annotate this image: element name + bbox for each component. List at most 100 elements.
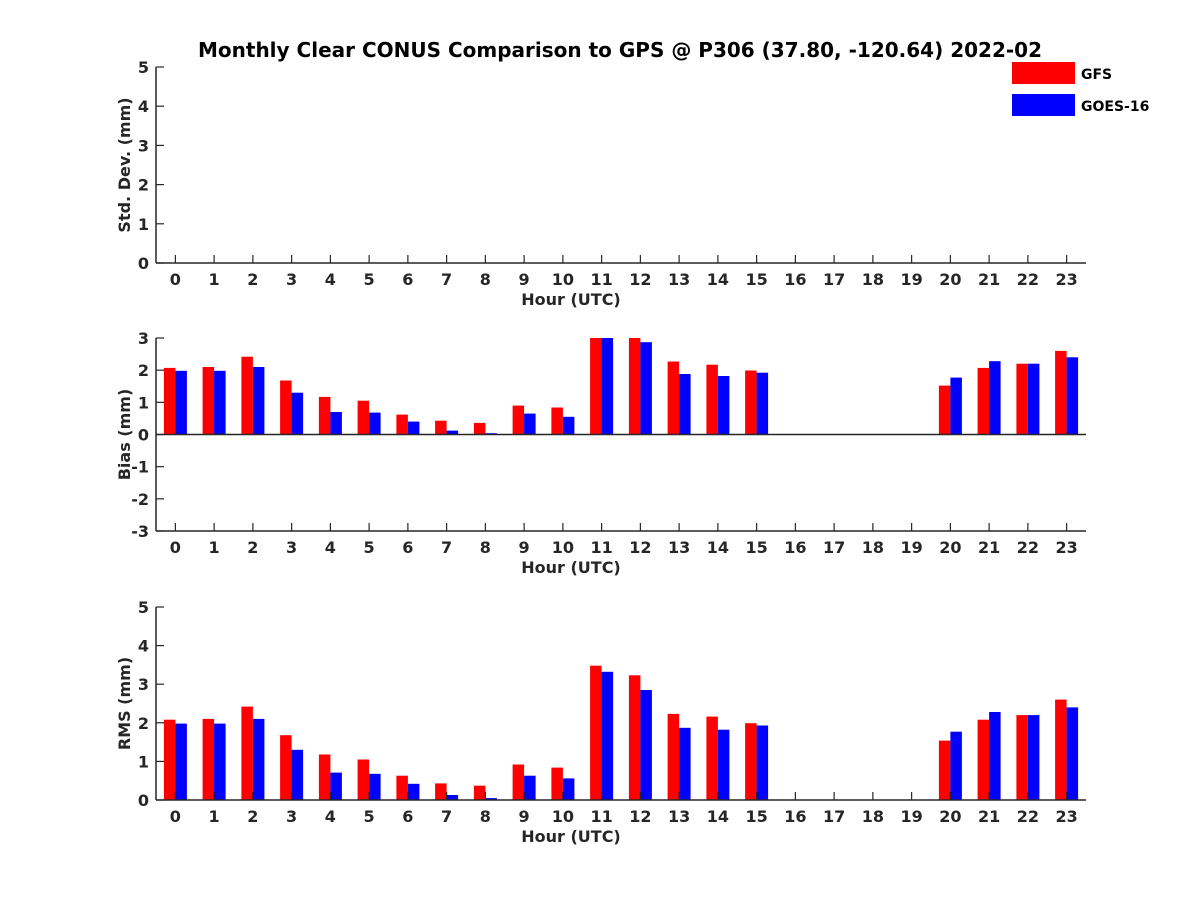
rms-bar-goes16-14 xyxy=(717,729,730,800)
bias-bar-goes16-20 xyxy=(950,377,962,435)
rms-bar-goes16-8 xyxy=(485,798,497,800)
rms-bar-gfs-10 xyxy=(551,767,563,800)
stddev-xtick-label: 4 xyxy=(325,270,336,289)
bias-xtick-label: 23 xyxy=(1055,538,1077,557)
rms-bar-goes16-0 xyxy=(175,723,187,800)
bias-xtick-label: 7 xyxy=(441,538,452,557)
rms-bar-goes16-15 xyxy=(756,725,769,800)
bias-bar-gfs-2 xyxy=(241,356,253,435)
rms-ytick-label: 4 xyxy=(138,637,149,656)
rms-bar-gfs-4 xyxy=(318,754,331,800)
stddev-ytick-label: 5 xyxy=(138,58,149,77)
stddev-xtick-label: 14 xyxy=(707,270,729,289)
stddev-ytick-label: 4 xyxy=(138,97,149,116)
rms-xtick-label: 7 xyxy=(441,807,452,826)
bias-bar-gfs-10 xyxy=(551,407,563,435)
stddev-xtick-label: 22 xyxy=(1017,270,1039,289)
bias-bar-gfs-0 xyxy=(163,367,176,435)
bias-bar-goes16-2 xyxy=(252,367,265,435)
stddev-ytick-label: 1 xyxy=(138,215,149,234)
rms-bar-goes16-4 xyxy=(330,772,342,800)
rms-bar-gfs-3 xyxy=(280,735,292,800)
rms-bar-gfs-21 xyxy=(977,719,990,800)
stddev-xtick-label: 17 xyxy=(823,270,845,289)
rms-xtick-label: 3 xyxy=(286,807,297,826)
bias-xtick-label: 19 xyxy=(900,538,922,557)
bias-ytick-label: 1 xyxy=(138,393,149,412)
rms-xtick-label: 1 xyxy=(209,807,220,826)
bias-bar-goes16-13 xyxy=(679,374,691,435)
bias-ytick-label: 0 xyxy=(138,426,149,445)
rms-xtick-label: 5 xyxy=(364,807,375,826)
rms-bar-goes16-12 xyxy=(640,690,652,800)
stddev-xtick-label: 19 xyxy=(900,270,922,289)
bias-xtick-label: 16 xyxy=(784,538,806,557)
stddev-xtick-label: 7 xyxy=(441,270,452,289)
bias-xtick-label: 11 xyxy=(590,538,612,557)
bias-bar-gfs-13 xyxy=(667,361,680,435)
rms-bar-gfs-5 xyxy=(357,759,370,800)
rms-bar-gfs-7 xyxy=(435,783,447,800)
rms-xtick-label: 4 xyxy=(325,807,336,826)
bias-bar-goes16-1 xyxy=(214,370,226,435)
stddev-xtick-label: 16 xyxy=(784,270,806,289)
rms-xtick-label: 2 xyxy=(247,807,258,826)
bias-xtick-label: 14 xyxy=(707,538,729,557)
rms-xtick-label: 20 xyxy=(939,807,961,826)
rms-xtick-label: 6 xyxy=(402,807,413,826)
rms-bar-gfs-22 xyxy=(1016,715,1028,800)
rms-bar-gfs-23 xyxy=(1055,699,1067,800)
rms-xtick-label: 21 xyxy=(978,807,1000,826)
rms-xtick-label: 16 xyxy=(784,807,806,826)
stddev-ylabel: Std. Dev. (mm) xyxy=(115,97,134,232)
bias-bar-gfs-1 xyxy=(202,367,215,435)
legend-swatch-gfs xyxy=(1012,62,1075,84)
stddev-ytick-label: 3 xyxy=(138,136,149,155)
rms-bar-goes16-11 xyxy=(601,671,614,800)
bias-xtick-label: 2 xyxy=(247,538,258,557)
bias-ytick-label: -3 xyxy=(131,522,149,541)
bias-xtick-label: 8 xyxy=(480,538,491,557)
bias-ytick-label: 3 xyxy=(138,329,149,348)
rms-bar-goes16-3 xyxy=(291,749,304,800)
bias-bar-gfs-7 xyxy=(435,420,447,435)
bias-xtick-label: 1 xyxy=(209,538,220,557)
stddev-xtick-label: 18 xyxy=(862,270,884,289)
bias-bar-gfs-4 xyxy=(318,396,331,435)
stddev-xtick-label: 21 xyxy=(978,270,1000,289)
bias-bar-gfs-6 xyxy=(396,414,408,435)
bias-xtick-label: 12 xyxy=(629,538,651,557)
stddev-xtick-label: 0 xyxy=(170,270,181,289)
rms-bar-gfs-14 xyxy=(706,716,718,800)
rms-xtick-label: 12 xyxy=(629,807,651,826)
bias-xtick-label: 13 xyxy=(668,538,690,557)
rms-bar-goes16-22 xyxy=(1027,715,1040,800)
bias-xtick-label: 15 xyxy=(745,538,767,557)
bias-ytick-label: -2 xyxy=(131,490,149,509)
bias-bar-goes16-4 xyxy=(330,412,342,435)
rms-xtick-label: 17 xyxy=(823,807,845,826)
rms-bar-goes16-7 xyxy=(446,795,459,800)
rms-bar-goes16-13 xyxy=(679,727,691,800)
rms-xtick-label: 22 xyxy=(1017,807,1039,826)
rms-ytick-label: 3 xyxy=(138,675,149,694)
rms-bar-gfs-0 xyxy=(163,719,176,800)
stddev-xtick-label: 13 xyxy=(668,270,690,289)
rms-bar-gfs-13 xyxy=(667,713,680,800)
bias-bar-gfs-3 xyxy=(280,380,292,435)
rms-bar-goes16-23 xyxy=(1066,707,1079,800)
bias-bar-goes16-0 xyxy=(175,370,187,435)
bias-bar-goes16-14 xyxy=(717,376,730,435)
bias-bar-goes16-5 xyxy=(369,412,381,435)
bias-xtick-label: 20 xyxy=(939,538,961,557)
rms-xtick-label: 0 xyxy=(170,807,181,826)
rms-bar-gfs-12 xyxy=(628,675,641,800)
rms-xtick-label: 15 xyxy=(745,807,767,826)
bias-bar-goes16-22 xyxy=(1027,363,1040,435)
stddev-xtick-label: 15 xyxy=(745,270,767,289)
